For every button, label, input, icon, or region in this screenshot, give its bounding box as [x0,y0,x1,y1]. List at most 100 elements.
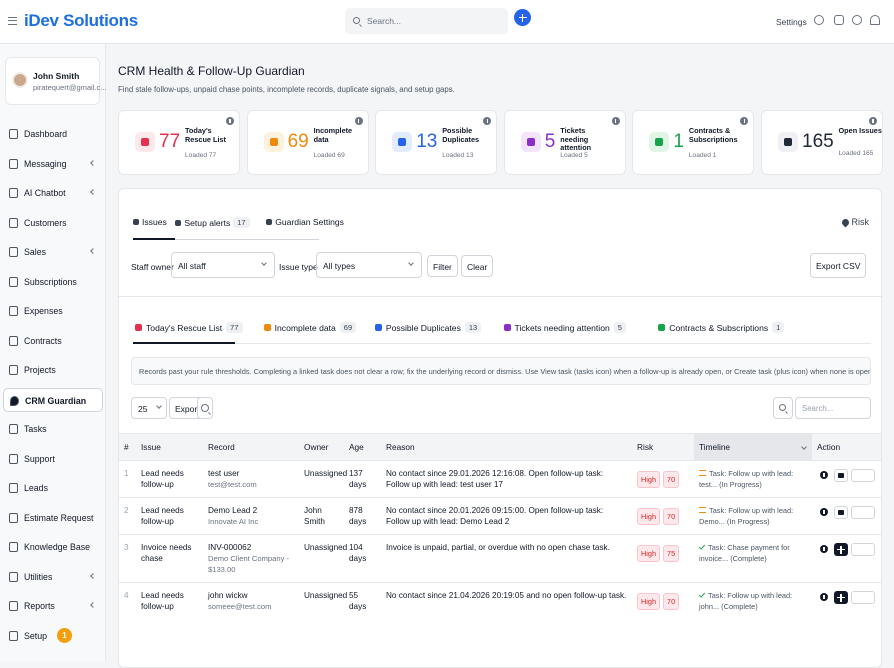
timeline-text[interactable]: Task: Chase payment for invoice... (Comp… [699,543,790,563]
share-icon[interactable] [814,15,824,25]
info-button[interactable] [817,591,831,604]
info-icon[interactable] [483,117,492,125]
brand[interactable]: iDev Solutions [24,11,138,30]
staff-select[interactable]: All staff [171,252,275,278]
nav-item[interactable]: Utilities [3,565,103,589]
todo-icon[interactable] [834,15,844,25]
nav-item[interactable]: Expenses [3,299,103,323]
stat-card[interactable]: 13 Possible Duplicates Loaded 13 [375,110,498,175]
nav-item[interactable]: AI Chatbot [3,181,103,205]
nav-item[interactable]: Contracts [3,329,103,353]
info-icon[interactable] [611,117,620,125]
user-card[interactable]: John Smith piratequert@gmail.c... [5,57,106,105]
subtab[interactable]: Incomplete data 69 [263,322,357,333]
create-task-button[interactable] [834,543,848,556]
timer-button[interactable] [851,543,875,556]
nav-item[interactable]: Messaging [3,152,103,176]
info-button[interactable] [817,469,831,482]
risk-link[interactable]: Risk [840,217,869,227]
column-header[interactable]: Timeline [694,434,812,460]
subtab[interactable]: Today's Rescue List 77 [135,322,243,333]
record-name[interactable]: test user [208,469,240,478]
record-name[interactable]: john wickw [208,591,248,600]
timeline-text[interactable]: Task: Follow up with lead: john... (Comp… [699,591,793,611]
filter-button[interactable]: Filter [427,255,458,277]
subtab-label: Incomplete data [274,322,336,333]
timeline-text[interactable]: Task: Follow up with lead: test... (In P… [699,469,794,489]
record-name[interactable]: INV-000062 [208,543,252,552]
age: 55 days [349,591,367,611]
menu-toggle[interactable] [8,17,17,25]
nav-label: Reports [24,601,55,611]
notifications-icon[interactable] [870,15,880,25]
subtab[interactable]: Tickets needing attention 5 [503,322,626,333]
timer-button[interactable] [851,591,875,604]
view-task-button[interactable] [834,506,848,519]
info-button[interactable] [817,543,831,556]
stat-card[interactable]: 77 Today's Rescue List Loaded 77 [118,110,240,175]
info-icon [820,508,828,516]
stat-label: Possible Duplicates [442,126,480,144]
info-icon[interactable] [740,117,749,125]
nav-item[interactable]: Support [3,447,103,471]
quick-create[interactable] [514,9,531,26]
nav-item[interactable]: Dashboard [3,122,103,146]
stat-glyph [398,138,407,146]
tab[interactable]: Guardian Settings [266,217,344,227]
info-icon[interactable] [354,117,363,125]
page-size-select[interactable]: 25 [131,397,167,419]
nav-label: Contracts [24,335,62,346]
nav-badge: 1 [57,627,72,643]
nav-label: Support [24,453,55,464]
timer-icon[interactable] [852,15,862,25]
nav-item[interactable]: Setup 1 [3,624,103,648]
global-search[interactable]: Search... [345,8,508,34]
create-task-button[interactable] [834,591,848,604]
stat-card[interactable]: 69 Incomplete data Loaded 69 [246,110,369,175]
nav-item[interactable]: Tasks [3,417,103,441]
timer-button[interactable] [851,506,875,519]
info-icon[interactable] [226,117,234,125]
guardian-panel: Risk Staff owner All staff Issue type Al… [118,188,882,668]
table-search[interactable]: Search... [795,397,871,419]
stat-icon [520,132,541,152]
subtab[interactable]: Possible Duplicates 13 [374,322,482,333]
reason: No contact since 29.01.2026 12:16:08. Op… [386,469,604,489]
nav-item[interactable]: Leads [3,476,103,500]
nav-item[interactable]: Sales [3,240,103,264]
stat-card[interactable]: 5 Tickets needing attention Loaded 5 [503,110,626,175]
issue: Lead needs follow-up [141,469,184,489]
stat-card[interactable]: 1 Contracts & Subscriptions Loaded 1 [632,110,755,175]
record-name[interactable]: Demo Lead 2 [208,506,258,515]
nav-item[interactable]: Knowledge Base [3,535,103,559]
nav-item[interactable]: Reports [3,594,103,618]
separator [119,296,881,297]
nav-item[interactable]: CRM Guardian [3,387,103,412]
column-header: Age [349,442,364,452]
nav-item[interactable]: Estimate Request [3,506,103,530]
tab[interactable]: Issues [133,217,167,227]
active-subtab-indicator [133,342,235,344]
clear-button[interactable]: Clear [461,255,494,277]
tab[interactable]: Setup alerts 17 [175,217,250,228]
nav-label: Tasks [24,424,47,434]
subtab[interactable]: Contracts & Subscriptions 1 [658,322,785,333]
view-task-button[interactable] [834,469,848,482]
page-title: CRM Health & Follow-Up Guardian [118,64,305,78]
row-number: 2 [124,506,129,515]
nav-label: Estimate Request [24,512,94,523]
sort-toggle[interactable] [801,444,807,450]
type-select[interactable]: All types [316,252,422,278]
export-csv-button[interactable]: Export CSV [810,253,867,278]
timeline-text[interactable]: Task: Follow up with lead: Demo... (In P… [699,506,794,526]
settings-link[interactable]: Settings [776,17,807,27]
table-row: 4 Lead needs follow-up john wickw someee@te… [119,582,881,619]
nav-item[interactable]: Projects [3,358,103,382]
stat-card[interactable]: 165 Open Issues Loaded 165 [761,110,883,175]
info-button[interactable] [817,506,831,519]
timer-button[interactable] [851,469,875,482]
info-icon[interactable] [869,117,877,125]
refresh-button[interactable] [197,397,213,419]
nav-item[interactable]: Subscriptions [3,270,103,294]
nav-item[interactable]: Customers [3,211,103,235]
